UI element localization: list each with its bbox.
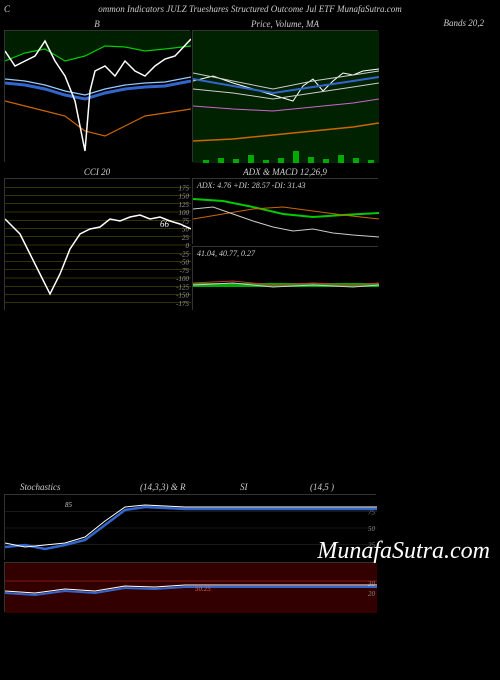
svg-text:-150: -150 (176, 292, 189, 300)
stoch-label-left: Stochastics (20, 482, 61, 492)
svg-text:66: 66 (160, 219, 170, 229)
svg-text:25: 25 (182, 234, 190, 242)
panel-adx: ADX & MACD 12,26,9 ADX: 4.76 +DI: 28.57 … (192, 178, 378, 244)
chart-bollinger (5, 31, 191, 163)
svg-text:-25: -25 (180, 250, 190, 258)
title-bands: Bands 20,2 (444, 18, 485, 28)
title-adx: ADX & MACD 12,26,9 (243, 167, 327, 177)
title-price: Price, Volume, MA (251, 19, 319, 29)
page-header: C ommon Indicators JULZ Trueshares Struc… (0, 0, 500, 18)
svg-text:50.25: 50.25 (195, 585, 211, 593)
panel-macd: 41.04, 40.77, 0.27 (192, 246, 378, 310)
svg-text:-125: -125 (176, 283, 189, 291)
panel-rsi: 302050.25 (4, 562, 376, 612)
title-cci: CCI 20 (84, 167, 110, 177)
svg-text:175: 175 (179, 184, 190, 192)
header-left: C (4, 4, 10, 14)
svg-text:20: 20 (368, 590, 376, 598)
svg-text:0: 0 (186, 242, 190, 250)
watermark: MunafaSutra.com (317, 538, 490, 565)
svg-text:-100: -100 (176, 275, 189, 283)
macd-values: 41.04, 40.77, 0.27 (197, 249, 255, 258)
stoch-label-si: SI (240, 482, 248, 492)
chart-cci: 1751501251007550250-25-50-75-100-125-150… (5, 179, 191, 311)
svg-text:85: 85 (65, 501, 73, 509)
svg-text:100: 100 (179, 209, 190, 217)
panel-bollinger: B (4, 30, 190, 162)
svg-text:-175: -175 (176, 300, 189, 308)
svg-text:-50: -50 (180, 259, 190, 267)
header-text: ommon Indicators JULZ Trueshares Structu… (98, 4, 402, 14)
svg-text:-75: -75 (180, 267, 190, 275)
stoch-label-right: (14,5 ) (310, 482, 334, 492)
chart-price (193, 31, 379, 163)
title-b: B (94, 19, 100, 29)
chart-rsi: 302050.25 (5, 563, 377, 613)
panel-cci: CCI 20 1751501251007550250-25-50-75-100-… (4, 178, 190, 310)
adx-values: ADX: 4.76 +DI: 28.57 -DI: 31.43 (197, 181, 306, 190)
svg-text:50: 50 (368, 525, 376, 533)
panel-price: Price, Volume, MA (192, 30, 378, 162)
svg-text:150: 150 (179, 193, 190, 201)
svg-text:75: 75 (182, 217, 190, 225)
stoch-label-center: (14,3,3) & R (140, 482, 186, 492)
svg-text:125: 125 (179, 201, 190, 209)
